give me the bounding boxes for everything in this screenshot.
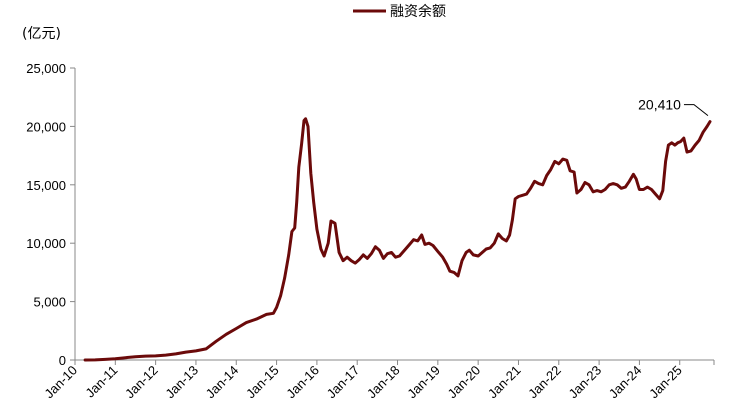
annotation-leader-line (683, 104, 709, 117)
y-tick-label: 15,000 (26, 178, 66, 193)
x-axis-ticks: Jan-10 Jan-11 Jan-12 Jan-13 Jan-14 Jan-15 Jan-… (41, 360, 715, 402)
series-line (83, 117, 712, 362)
y-tick-label: 0 (59, 353, 66, 368)
x-tick-label: Jan-25 (646, 363, 685, 402)
x-tick-label: Jan-24 (606, 363, 645, 402)
x-tick-label: Jan-20 (445, 363, 484, 402)
x-tick-label: Jan-10 (41, 363, 80, 402)
x-tick-label: Jan-19 (404, 363, 443, 402)
y-tick-label: 25,000 (26, 61, 66, 76)
x-tick-label: Jan-15 (243, 363, 282, 402)
annotation-label: 20,410 (638, 97, 681, 113)
annotation-layer: 20,410 (638, 97, 709, 117)
legend: 融资余额 (353, 3, 446, 20)
x-tick-label: Jan-11 (82, 363, 120, 401)
y-tick-label: 20,000 (26, 119, 66, 134)
series-layer (83, 117, 712, 362)
x-tick-label: Jan-18 (364, 363, 403, 402)
x-tick-label: Jan-21 (485, 363, 524, 402)
axes (74, 68, 714, 361)
x-tick-label: Jan-12 (122, 363, 161, 402)
y-axis-ticks: 0 5,000 10,000 15,000 20,000 25,000 (26, 61, 75, 368)
x-tick-label: Jan-16 (283, 363, 322, 402)
legend-label: 融资余额 (390, 3, 446, 20)
x-tick-label: Jan-17 (324, 363, 363, 402)
x-tick-label: Jan-13 (162, 363, 201, 402)
x-tick-label: Jan-14 (203, 363, 242, 402)
y-tick-label: 10,000 (26, 236, 66, 251)
y-tick-label: 5,000 (33, 295, 66, 310)
x-tick-label: Jan-23 (566, 363, 605, 402)
y-axis-unit-label: (亿元) (22, 26, 61, 42)
x-tick-label: Jan-22 (525, 363, 564, 402)
